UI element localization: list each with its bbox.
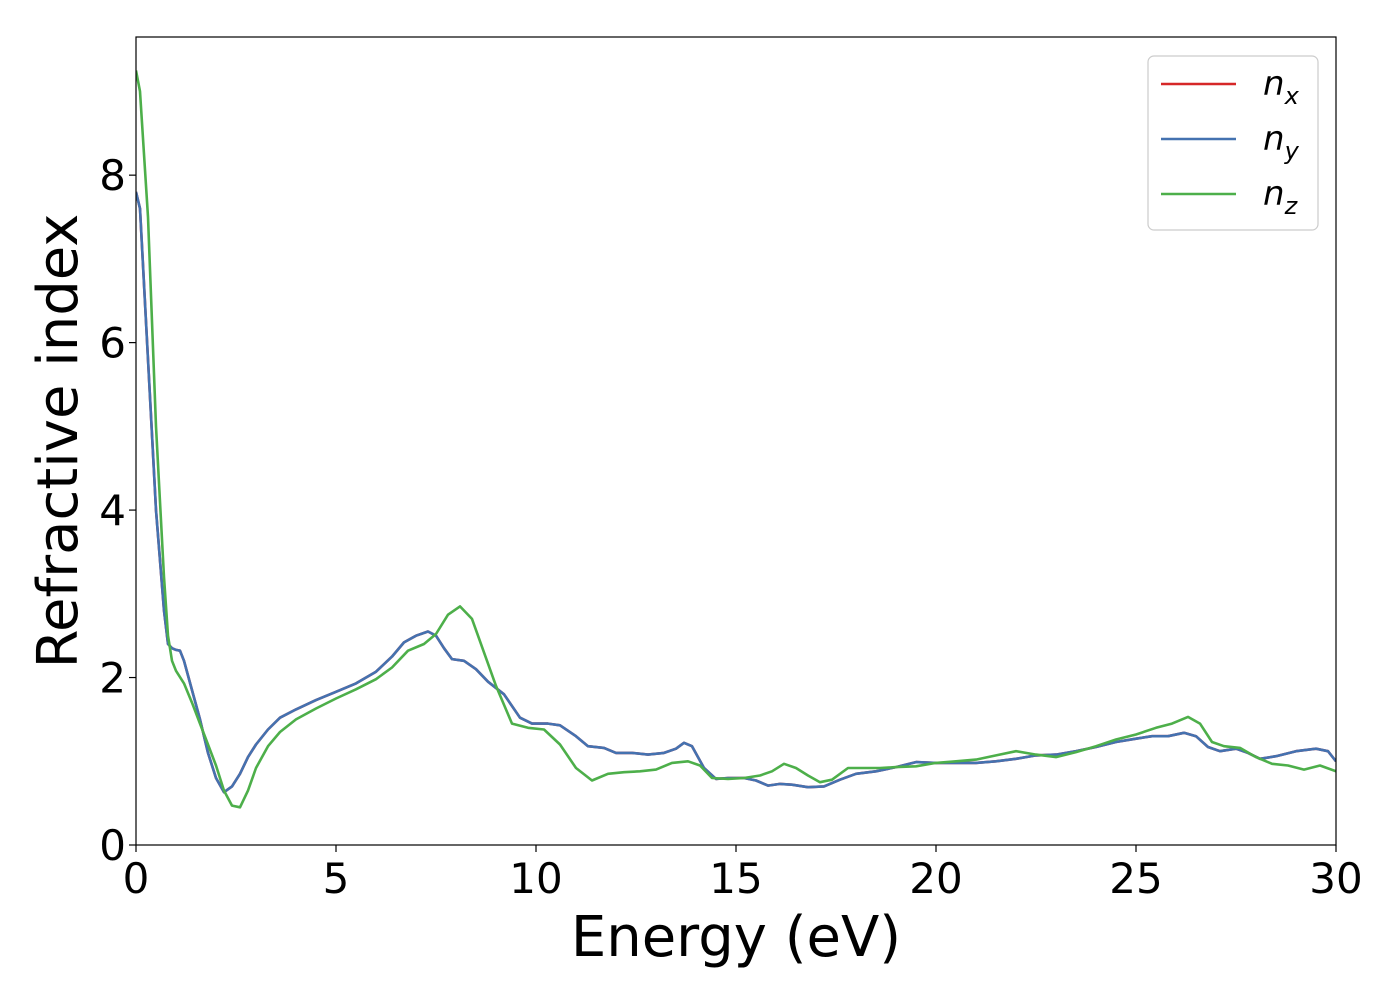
series-line-n-y	[136, 191, 1336, 794]
legend-label-subscript: y	[1284, 137, 1300, 165]
y-axis-label: Refractive index	[26, 214, 91, 669]
x-tick-label: 0	[123, 854, 150, 903]
y-tick-label: 0	[99, 821, 126, 870]
legend-box	[1147, 55, 1319, 231]
x-axis-label: Energy (eV)	[571, 905, 901, 970]
series-lines	[136, 70, 1336, 809]
y-tick-label: 4	[99, 486, 126, 535]
series-line-n-z	[136, 70, 1336, 809]
x-tick-label: 5	[323, 854, 350, 903]
x-tick-label: 30	[1309, 854, 1362, 903]
legend-label-subscript: z	[1284, 192, 1299, 220]
y-tick-label: 8	[99, 151, 126, 200]
legend-label: ny	[1263, 119, 1300, 165]
y-tick-label: 2	[99, 654, 126, 703]
x-tick-label: 15	[709, 854, 762, 903]
legend-label: nx	[1263, 64, 1300, 110]
series-line-n-x	[136, 191, 1336, 794]
x-tick-label: 10	[509, 854, 562, 903]
y-tick-label: 6	[99, 319, 126, 368]
x-tick-label: 20	[909, 854, 962, 903]
tick-layer: 0 5 10 15 20 25 30 0 2 4 6 8	[99, 151, 1362, 903]
legend-label-subscript: x	[1284, 82, 1300, 110]
x-tick-label: 25	[1109, 854, 1162, 903]
